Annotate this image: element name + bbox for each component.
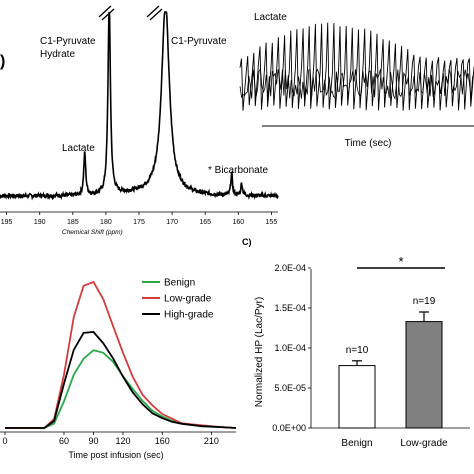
spectrum-trace	[0, 11, 279, 201]
bar-panel-letter: C)	[242, 237, 252, 247]
label-lactate-peak: Lactate	[62, 143, 95, 154]
bar-tick-label: 1.0E-04	[274, 343, 306, 353]
significance-star: *	[398, 254, 403, 269]
spectrum-xlabel: Chemical Shift (ppm)	[62, 229, 123, 236]
n-label: n=10	[346, 345, 369, 356]
bar-benign	[338, 365, 376, 429]
bar-tick-label: 5.0E-05	[274, 383, 306, 393]
dynamic-trace	[239, 22, 474, 111]
spectrum-tick-label: 155	[266, 219, 278, 226]
label-bicarbonate: * Bicarbonate	[208, 165, 268, 176]
curves-tick-label: 60	[59, 436, 69, 446]
spectrum-tick-label: 185	[67, 219, 79, 226]
dynamic-base-band	[239, 68, 474, 100]
spectrum-tick-label: 180	[100, 219, 112, 226]
legend-entry: High-grade	[164, 310, 214, 321]
bar-tick-label: 2.0E-04	[274, 263, 306, 273]
curves-panel: 0 60 90 120 160 210 Time post infusion (sec) …	[0, 278, 237, 460]
n-label: n=19	[413, 296, 436, 307]
legend-entry: Benign	[164, 278, 195, 289]
axis-break-hydrate	[98, 5, 115, 21]
spectrum-tick-label: 160	[232, 219, 244, 226]
label-hydrate-line1: C1-Pyruvate	[40, 36, 96, 47]
bar-tick-label: 1.5E-04	[274, 303, 306, 313]
bar-y-ticks: 0.0E+00 5.0E-05 1.0E-04 1.5E-04 2.0E-04	[272, 263, 311, 433]
bar-category-label: Low-grade	[400, 438, 448, 449]
bar-tick-label: 0.0E+00	[272, 423, 306, 433]
spectrum-x-ticks: 195 190 185 180 175 170 165 160 155	[1, 212, 278, 226]
spectrum-panel: ) 195 190 185 180 175 170 165 160 155 Chemical S…	[0, 5, 279, 236]
legend-entry: Low-grade	[164, 294, 212, 305]
bar-low-grade	[405, 321, 443, 429]
bar-category-label: Benign	[341, 438, 372, 449]
bar-panel: C) Normalized HP (Lac/Pyr) 0.0E+00 5.0E-0…	[242, 237, 470, 449]
spectrum-tick-label: 165	[199, 219, 211, 226]
curve-high-grade	[5, 331, 237, 429]
spectrum-tick-label: 170	[166, 219, 178, 226]
spectrum-tick-label: 190	[34, 219, 46, 226]
curves-legend: Benign Low-grade High-grade	[142, 278, 214, 321]
curves-tick-label: 210	[204, 436, 219, 446]
axis-break-pyruvate	[146, 5, 163, 21]
spectrum-tick-label: 195	[1, 219, 13, 226]
dynamic-xlabel: Time (sec)	[345, 138, 392, 149]
dynamic-label: Lactate	[254, 12, 287, 23]
curves-xlabel: Time post infusion (sec)	[68, 450, 163, 460]
bar-ylabel: Normalized HP (Lac/Pyr)	[254, 297, 265, 407]
curves-x-ticks: 0 60 90 120 160 210	[2, 432, 219, 446]
label-pyruvate: C1-Pyruvate	[171, 36, 227, 47]
curves-tick-label: 90	[88, 436, 98, 446]
spectrum-tick-label: 175	[133, 219, 145, 226]
curves-tick-label: 0	[2, 436, 7, 446]
dynamic-panel: Lactate Time (sec)	[239, 12, 474, 149]
curves-tick-label: 160	[155, 436, 170, 446]
curves-tick-label: 120	[115, 436, 130, 446]
curve-benign	[5, 349, 237, 429]
label-hydrate-line2: Hydrate	[40, 49, 75, 60]
spectrum-panel-letter: )	[0, 53, 5, 70]
